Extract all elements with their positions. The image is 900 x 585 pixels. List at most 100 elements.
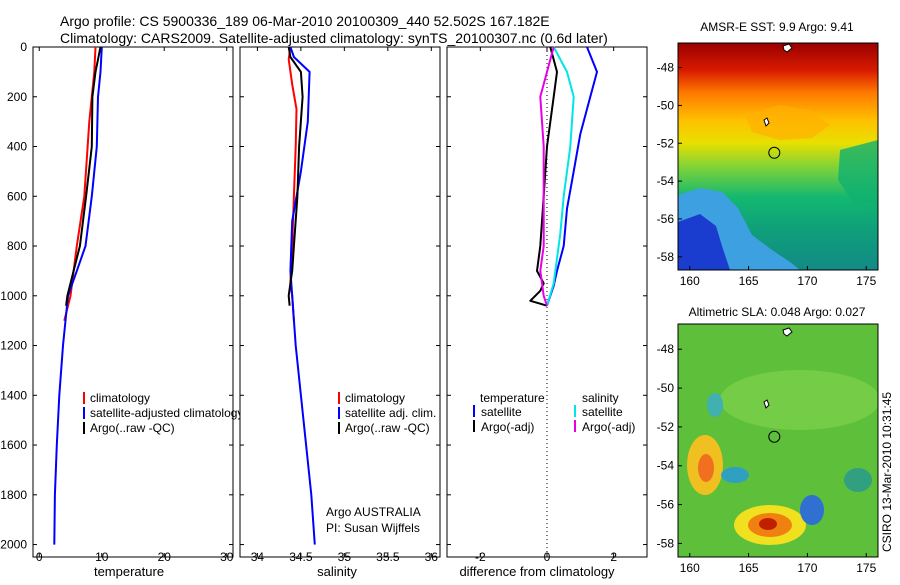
salinity-annotation-pi: PI: Susan Wijffels [326, 521, 420, 535]
lon-tick-label: 170 [797, 274, 817, 288]
lat-tick-label: -58 [657, 250, 675, 264]
lon-tick-label: 160 [680, 561, 700, 575]
difference-xlabel: difference from climatology [459, 564, 615, 579]
x-tick-label: 30 [220, 550, 234, 564]
sst-map-title: AMSR-E SST: 9.9 Argo: 9.41 [700, 20, 854, 34]
sla-map-ticks: 160 165 170 175 -48 -50 -52 -54 -56 -58 [657, 342, 877, 575]
legend-label-satellite-adjusted: satellite-adjusted climatology [90, 406, 243, 420]
x-tick-label: 10 [95, 550, 109, 564]
sla-island-marker [763, 399, 770, 409]
depth-tick-label: 1800 [0, 488, 27, 502]
temperature-legend: climatology satellite-adjusted climatolo… [83, 391, 243, 435]
lat-tick-label: -56 [657, 212, 675, 226]
salinity-tick-marks: 34 34.5 35 35.5 36 [240, 46, 440, 564]
sst-warm-patch [745, 105, 830, 140]
header-title-line1: Argo profile: CS 5900336_189 06-Mar-2010… [60, 13, 550, 29]
temperature-xlabel: temperature [94, 564, 164, 579]
x-tick-label: 35 [338, 550, 352, 564]
x-tick-label: 20 [158, 550, 172, 564]
sla-positive-anomaly-core [759, 518, 777, 530]
lon-tick-label: 165 [739, 274, 759, 288]
x-tick-label: 2 [610, 550, 617, 564]
legend-title-temperature: temperature [480, 391, 545, 405]
series-line [63, 46, 97, 321]
depth-tick-label: 400 [7, 140, 27, 154]
salinity-xlabel: salinity [317, 564, 357, 579]
legend-label-satellite: satellite adj. clim. [345, 406, 436, 420]
lat-tick-label: -52 [657, 136, 675, 150]
depth-tick-label: 800 [7, 239, 27, 253]
lat-tick-label: -56 [657, 498, 675, 512]
sst-map-frame [677, 42, 879, 271]
series-line [539, 46, 555, 307]
temperature-tick-marks: 0 200 400 600 800 1000 1200 1400 1600 1800 2000 0 10… [0, 40, 233, 564]
sla-map-frame [677, 323, 879, 558]
lon-tick-label: 160 [680, 274, 700, 288]
lat-tick-label: -54 [657, 174, 675, 188]
lon-tick-label: 175 [856, 561, 876, 575]
legend-label-argo: Argo(..raw -QC) [345, 421, 430, 435]
depth-tick-label: 0 [20, 40, 27, 54]
legend-label-climatology: climatology [90, 391, 150, 405]
header-title-line2: Climatology: CARS2009. Satellite-adjuste… [60, 30, 608, 46]
sla-negative-anomaly [844, 468, 872, 492]
depth-tick-label: 1600 [0, 438, 27, 452]
sla-negative-anomaly [800, 495, 824, 525]
x-tick-label: 0 [544, 550, 551, 564]
legend-label-sal-argo: Argo(-adj) [582, 420, 635, 434]
lat-tick-label: -54 [657, 459, 675, 473]
lat-tick-label: -50 [657, 98, 675, 112]
legend-label-argo: Argo(..raw -QC) [90, 421, 175, 435]
legend-label-climatology: climatology [345, 391, 405, 405]
sla-island-marker [782, 327, 793, 337]
lon-tick-label: 165 [739, 561, 759, 575]
series-line [529, 46, 558, 307]
salinity-legend: climatology satellite adj. clim. Argo(..… [338, 391, 436, 435]
temperature-axes-box [32, 46, 234, 558]
sla-positive-anomaly-core [698, 454, 714, 482]
sst-map-ticks: 160 165 170 175 -48 -50 -52 -54 -56 -58 [657, 61, 877, 288]
legend-label-sal-satellite: satellite [582, 405, 623, 419]
x-tick-label: 34.5 [289, 550, 313, 564]
sla-negative-anomaly [707, 393, 723, 417]
sst-green-patch [838, 140, 878, 210]
sla-map-image [678, 324, 878, 557]
series-line [65, 46, 102, 306]
depth-tick-label: 1000 [0, 289, 27, 303]
depth-tick-label: 200 [7, 90, 27, 104]
legend-title-salinity: salinity [582, 391, 619, 405]
difference-legend: temperature satellite Argo(-adj) salinit… [473, 391, 635, 434]
x-tick-label: 35.5 [376, 550, 400, 564]
sla-float-marker [768, 430, 781, 443]
lon-tick-label: 170 [797, 561, 817, 575]
lat-tick-label: -52 [657, 420, 675, 434]
x-tick-label: -2 [475, 550, 486, 564]
sla-negative-anomaly [721, 467, 749, 483]
depth-tick-label: 1200 [0, 339, 27, 353]
series-line [287, 46, 304, 306]
lat-tick-label: -58 [657, 536, 675, 550]
x-tick-label: 0 [36, 550, 43, 564]
sla-light-band [720, 370, 878, 430]
legend-label-temp-satellite: satellite [481, 405, 522, 419]
sst-float-marker [768, 146, 781, 159]
series-line [53, 46, 103, 545]
lon-tick-label: 175 [856, 274, 876, 288]
series-line [546, 46, 575, 306]
csiro-timestamp: CSIRO 13-Mar-2010 10:31:45 [880, 392, 894, 552]
salinity-axes-box [239, 46, 441, 558]
lat-tick-label: -50 [657, 381, 675, 395]
depth-tick-label: 600 [7, 189, 27, 203]
temperature-series [53, 46, 103, 545]
x-tick-label: 36 [425, 550, 439, 564]
depth-tick-label: 2000 [0, 538, 27, 552]
sla-map-title: Altimetric SLA: 0.048 Argo: 0.027 [689, 305, 866, 319]
lat-tick-label: -48 [657, 342, 675, 356]
sst-island-marker [763, 117, 770, 127]
difference-tick-marks: -2 0 2 [447, 46, 647, 564]
salinity-series [287, 46, 316, 545]
sst-island-marker [782, 43, 793, 53]
difference-series [529, 46, 598, 307]
